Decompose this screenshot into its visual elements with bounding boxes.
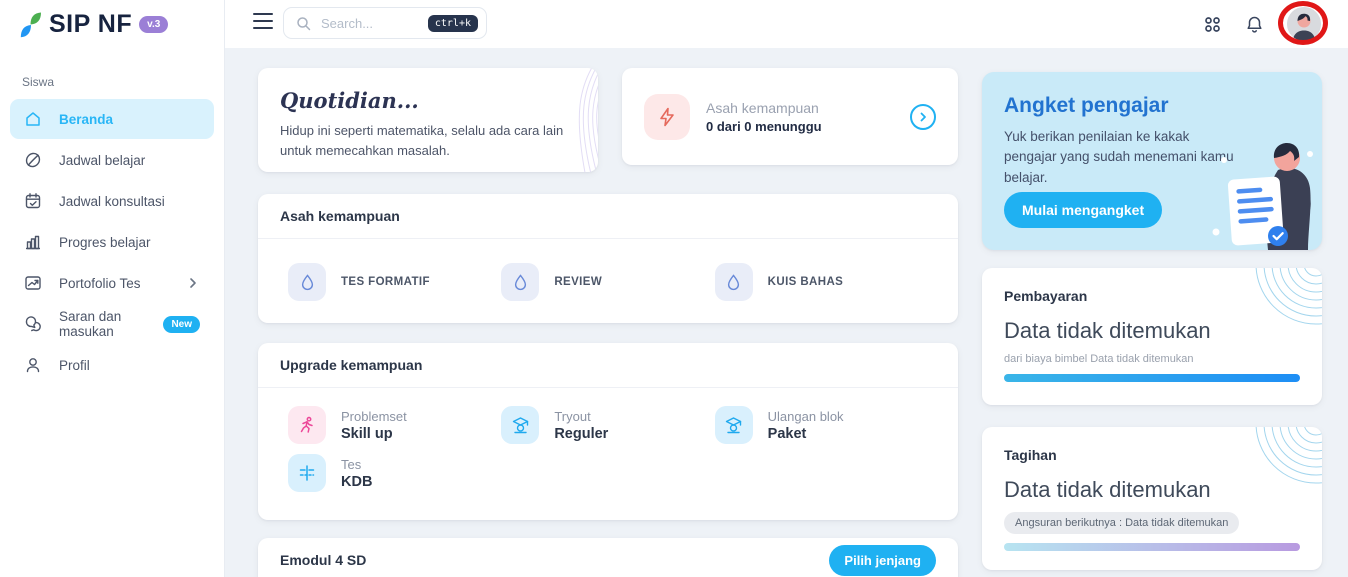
droplet-icon [501,263,540,301]
sidebar-item-label: Beranda [59,111,114,127]
pembayaran-progress-bar [1004,374,1300,382]
avatar [1287,7,1321,41]
section-title: Asah kemampuan [280,208,400,224]
sidebar-item-label: Saran dan masukan [59,309,122,339]
trend-chart-icon [24,274,42,292]
tagihan-card: Tagihan Data tidak ditemukan Angsuran be… [982,427,1322,570]
sidebar-item-profil[interactable]: Profil [10,345,214,385]
home-icon [24,110,42,128]
upgrade-item-type: Tryout [554,408,591,424]
asah-item-tes-formatif[interactable]: TES FORMATIF [288,263,501,301]
quote-card: Quotidian... Hidup ini seperti matematik… [258,68,598,172]
user-avatar[interactable] [1278,1,1328,45]
topbar: ctrl+k [225,0,1348,48]
asah-item-label: TES FORMATIF [341,276,430,288]
sidebar-item-label: Jadwal belajar [59,152,146,168]
droplet-icon [288,263,326,301]
angket-title: Angket pengajar [1004,94,1169,117]
sidebar-item-progres-belajar[interactable]: Progres belajar [10,222,214,262]
droplet-icon [714,263,753,301]
app-title: SIP NF [49,10,133,38]
teacher-survey-illustration [1212,143,1313,250]
upgrade-item-ulangan-blok[interactable]: Ulangan blok Paket [714,406,928,444]
abacus-icon [288,454,326,492]
sidebar-item-portofolio-tes[interactable]: Portofolio Tes [10,263,214,303]
new-badge: New [163,315,200,333]
angket-text: Yuk berikan penilaian ke kakak pengajar … [1004,129,1234,185]
bar-chart-icon [24,233,42,251]
upgrade-kemampuan-section: Upgrade kemampuan Problemset Skill up Tr… [258,343,958,520]
leaf-logo-icon [20,11,42,39]
calendar-check-icon [24,192,42,210]
sidebar-item-beranda[interactable]: Beranda [10,99,214,139]
upgrade-item-name: Reguler [554,425,609,442]
sidebar-item-label: Profil [59,357,90,373]
notify-title: Asah kemampuan [706,99,819,116]
leaf-icon [24,151,42,169]
pembayaran-title: Pembayaran [1004,288,1088,304]
upgrade-item-name: Skill up [341,425,393,442]
pembayaran-subtext: dari biaya bimbel Data tidak ditemukan [1004,353,1194,365]
upgrade-item-type: Problemset [341,408,407,424]
asah-item-kuis-bahas[interactable]: KUIS BAHAS [714,263,928,301]
graduate-icon [501,406,540,444]
bell-icon[interactable] [1244,14,1264,34]
logo[interactable]: SIP NF v.3 [0,0,224,39]
section-title: Upgrade kemampuan [280,357,423,373]
tagihan-progress-bar [1004,543,1300,551]
upgrade-item-tes[interactable]: Tes KDB [288,454,501,492]
pilih-jenjang-button[interactable]: Pilih jenjang [829,544,936,576]
sidebar-item-label: Progres belajar [59,234,151,250]
graduate-icon [714,406,753,444]
angket-pengajar-card: Angket pengajar Yuk berikan penilaian ke… [982,72,1322,250]
upgrade-item-type: Tes [341,456,362,472]
upgrade-item-tryout[interactable]: Tryout Reguler [501,406,714,444]
upgrade-item-problemset[interactable]: Problemset Skill up [288,406,501,444]
search-input[interactable] [319,14,420,32]
pembayaran-card: Pembayaran Data tidak ditemukan dari bia… [982,268,1322,405]
sidebar-item-saran-dan-masukan[interactable]: Saran dan masukan New [10,304,214,344]
upgrade-item-type: Ulangan blok [767,408,844,424]
upgrade-item-name: Paket [767,425,807,442]
tagihan-value: Data tidak ditemukan [1004,477,1211,502]
asah-item-label: REVIEW [554,276,603,288]
sidebar-section-label: Siswa [22,75,55,89]
user-icon [24,356,42,374]
sidebar-item-jadwal-belajar[interactable]: Jadwal belajar [10,140,214,180]
search-box[interactable]: ctrl+k [283,7,487,39]
notify-subtitle: 0 dari 0 menunggu [706,118,822,134]
chevron-right-icon [186,276,200,290]
tagihan-badge: Angsuran berikutnya : Data tidak ditemuk… [1004,512,1240,534]
runner-icon [288,406,326,444]
asah-item-review[interactable]: REVIEW [501,263,714,301]
asah-kemampuan-section: Asah kemampuan TES FORMATIF REVIEW KUIS … [258,194,958,323]
wave-decoration [578,68,598,172]
emodul-section: Emodul 4 SD Pilih jenjang [258,538,958,577]
sidebar-item-jadwal-konsultasi[interactable]: Jadwal konsultasi [10,181,214,221]
upgrade-item-name: KDB [341,473,373,490]
apps-grid-icon[interactable] [1202,14,1222,34]
sidebar-item-label: Jadwal konsultasi [59,193,165,209]
mulai-mengangket-button[interactable]: Mulai mengangket [1004,192,1163,228]
sidebar: SIP NF v.3 Siswa Beranda Jadwal belajar [0,0,225,577]
sidebar-nav: Beranda Jadwal belajar Jadwal konsultasi… [0,99,224,385]
asah-item-label: KUIS BAHAS [767,276,844,288]
search-icon [297,16,311,30]
version-badge: v.3 [139,16,169,33]
quote-text: Hidup ini seperti matematika, selalu ada… [280,123,564,159]
keyboard-shortcut-badge: ctrl+k [427,14,478,32]
pembayaran-value: Data tidak ditemukan [1004,318,1211,343]
sidebar-item-label: Portofolio Tes [59,275,141,291]
section-title: Emodul 4 SD [280,552,367,568]
quote-title: Quotidian... [280,88,419,113]
hamburger-menu-icon[interactable] [253,13,273,29]
lightning-icon [644,93,690,140]
asah-kemampuan-notify-card[interactable]: Asah kemampuan 0 dari 0 menunggu [622,68,958,165]
tagihan-title: Tagihan [1004,447,1057,463]
chat-icon [24,315,42,333]
arrow-right-circle-icon[interactable] [910,103,936,130]
